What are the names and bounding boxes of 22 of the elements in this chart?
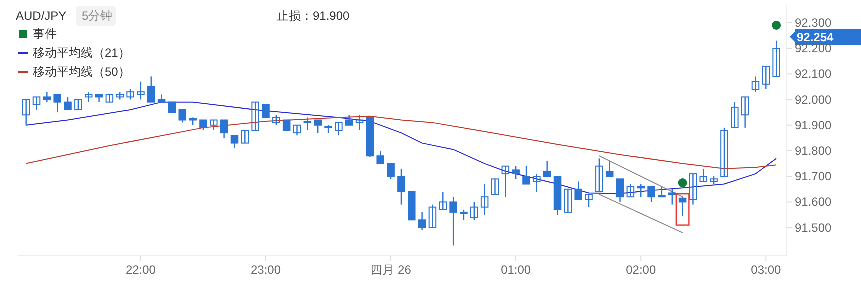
y-tick-label: 91.600 (795, 195, 832, 210)
y-tick-label: 92.000 (795, 92, 832, 107)
text: 92.254 (797, 30, 834, 44)
y-tick-label: 91.900 (795, 118, 832, 132)
y-tick-label: 91.800 (795, 144, 832, 158)
y-tick-label: 91.500 (795, 220, 832, 235)
legend-label: 移动平均线（50） (33, 65, 130, 79)
y-tick-label: 92.200 (795, 42, 832, 56)
chart-title: AUD/JPY (16, 9, 67, 23)
x-tick-label: 22:00 (126, 263, 156, 277)
y-tick-label: 92.300 (795, 16, 832, 30)
x-tick-label: 03:00 (751, 263, 782, 277)
legend-label: 事件 (33, 27, 57, 41)
x-tick-label: 四月 26 (370, 263, 412, 277)
y-tick-label: 92.100 (795, 67, 832, 82)
annotation: 止损：91.900 (277, 9, 350, 23)
x-tick-label: 02:00 (626, 263, 656, 277)
chart-subtitle: 5分钟 (82, 9, 113, 23)
x-tick-label: 01:00 (501, 263, 532, 277)
legend-label: 移动平均线（21） (33, 46, 130, 60)
x-tick-label: 23:00 (250, 263, 282, 277)
y-tick-label: 91.700 (795, 170, 832, 184)
